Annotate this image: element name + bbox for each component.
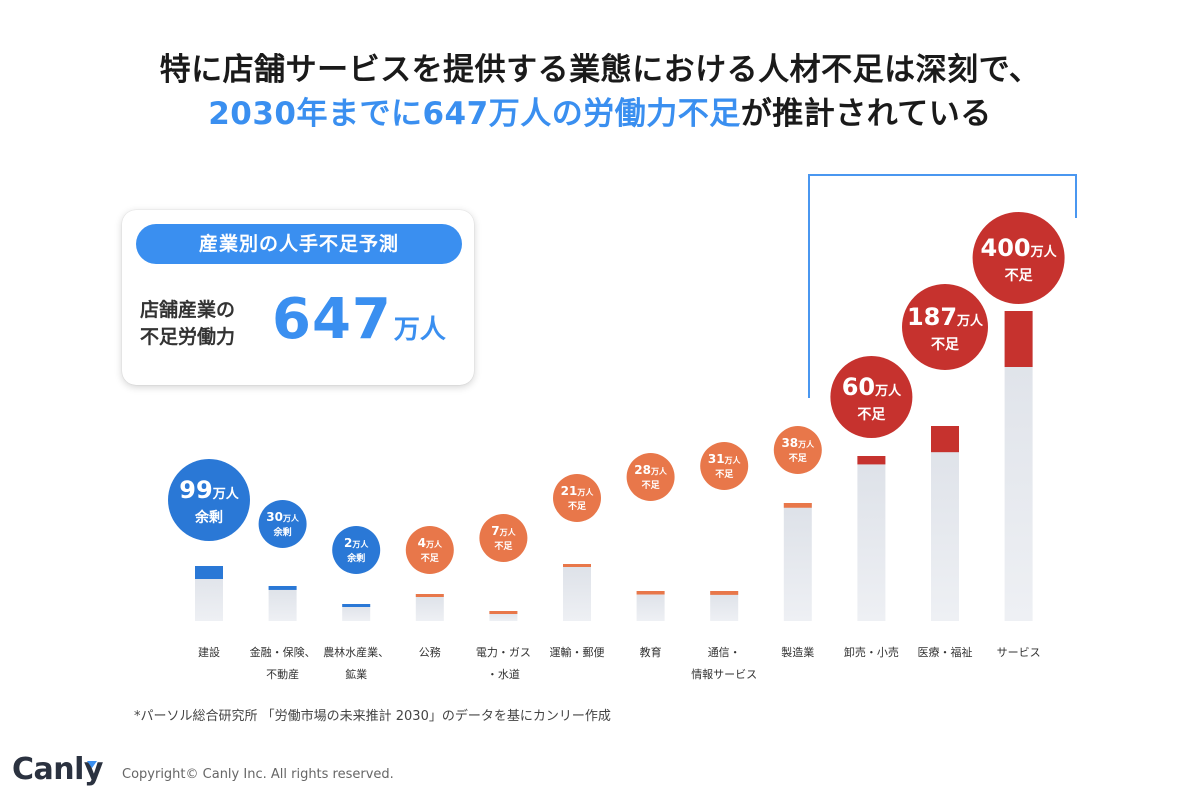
bubble-value-label: 30万人 [266, 510, 300, 524]
x-tick-label: 製造業 [781, 645, 814, 659]
value-bubble [626, 453, 675, 501]
bubble-value-label: 99万人 [179, 476, 239, 504]
x-tick-label: 不動産 [266, 667, 299, 681]
bracket-gap [1070, 218, 1082, 408]
value-bubble [972, 212, 1065, 304]
bar-base [783, 503, 812, 621]
bar-base [931, 426, 959, 621]
value-bubble [405, 526, 454, 574]
bubble-value-label: 4万人 [418, 536, 443, 550]
bubble-status-label: 不足 [931, 337, 960, 353]
title-highlight: 2030年までに647万人の労働力不足 [208, 96, 741, 132]
bubble-status-label: 不足 [789, 453, 808, 464]
bubble-status-label: 不足 [1005, 268, 1034, 284]
bubble-value-label: 7万人 [491, 524, 516, 538]
page-title: 特に店舗サービスを提供する業態における人材不足は深刻で、 2030年までに647… [0, 48, 1200, 136]
summary-value-unit: 万人 [393, 315, 446, 345]
bubble-value-label: 28万人 [634, 463, 668, 477]
bar-segment [342, 604, 371, 607]
bars-group [195, 311, 1033, 621]
x-tick-label: 運輸・郵便 [550, 645, 605, 659]
value-bubble [553, 474, 601, 522]
x-tick-label: 農林水産業、 [323, 645, 389, 659]
bubble-status-label: 余剰 [346, 552, 365, 564]
summary-card-pill: 産業別の人手不足予測 [136, 224, 462, 264]
source-note: *パーソル総合研究所 「労働市場の未来推計 2030」のデータを基にカンリー作成 [134, 709, 611, 724]
summary-value-number: 647 [272, 287, 392, 352]
x-tick-label: 教育 [640, 645, 662, 659]
bubble-status-label: 不足 [494, 541, 513, 552]
bubble-status-label: 不足 [421, 553, 440, 564]
x-tick-label: 建設 [198, 645, 220, 659]
x-tick-label: 鉱業 [345, 667, 367, 681]
logo-last-letter: y [83, 752, 104, 787]
value-bubble [258, 500, 307, 548]
bar-segment [268, 586, 297, 590]
value-bubble [479, 514, 528, 562]
value-bubble [700, 442, 749, 490]
bubble-value-label: 187万人 [907, 303, 984, 331]
logo-text: Canl [12, 752, 84, 787]
bubble-status-label: 余剰 [194, 509, 223, 526]
bar-segment [783, 503, 812, 508]
bubble-value-label: 38万人 [781, 436, 815, 450]
bar-segment [563, 564, 591, 567]
bubble-value-label: 31万人 [708, 452, 742, 466]
bar-segment [1004, 311, 1033, 367]
bubble-status-label: 不足 [715, 469, 734, 480]
x-tick-label: 公務 [419, 645, 441, 659]
title-line-1: 特に店舗サービスを提供する業態における人材不足は深刻で、 [159, 52, 1041, 88]
x-tick-label: 卸売・小売 [844, 645, 899, 659]
bar-base [636, 591, 665, 621]
bar-base [415, 594, 444, 621]
value-bubble [830, 356, 913, 438]
bubble-value-label: 400万人 [981, 234, 1058, 262]
copyright: Copyright© Canly Inc. All rights reserve… [122, 767, 394, 782]
bubble-status-label: 不足 [568, 501, 587, 512]
bar-segment [489, 611, 518, 614]
x-tick-label: 医療・福祉 [918, 645, 973, 659]
x-tick-label: 通信・ [708, 646, 741, 659]
value-bubble [773, 426, 822, 474]
bubble-value-label: 60万人 [842, 373, 902, 401]
bubble-status-label: 余剰 [273, 526, 292, 538]
title-line-2: 2030年までに647万人の労働力不足が推計されている [0, 92, 1200, 136]
bar-base [489, 611, 518, 621]
bubble-status-label: 不足 [857, 407, 886, 423]
canly-logo: Canly [12, 752, 103, 787]
bubble-status-label: 不足 [642, 480, 661, 491]
x-tick-label: 金融・保険、 [250, 645, 316, 659]
x-tick-label: 電力・ガス [476, 646, 531, 659]
summary-card-value: 647万人 [272, 288, 446, 352]
value-bubble [332, 526, 381, 574]
summary-label-line-2: 不足労働力 [140, 326, 236, 348]
summary-card: 産業別の人手不足予測 店舗産業の 不足労働力 647万人 [122, 210, 474, 385]
x-tick-label: ・水道 [487, 667, 520, 681]
bar-base [563, 564, 591, 621]
title-rest: が推計されている [740, 96, 992, 132]
bar-segment [636, 591, 665, 595]
bar-segment [710, 591, 739, 595]
bar-segment [857, 456, 886, 465]
x-axis-labels: 建設 金融・保険、不動産 農林水産業、鉱業 公務 電力・ガス・水道 運輸・郵便 教育 通信・情… [198, 645, 1041, 681]
value-bubble [902, 284, 988, 370]
x-tick-label: 情報サービス [691, 668, 757, 681]
summary-label-line-1: 店舗産業の [140, 299, 236, 321]
value-bubble [168, 459, 250, 541]
bar-base [342, 604, 371, 621]
bar-base [857, 456, 886, 621]
bubble-value-label: 2万人 [344, 536, 369, 550]
bar-segment [195, 566, 223, 579]
summary-card-label: 店舗産業の 不足労働力 [140, 297, 235, 351]
bar-segment [931, 426, 959, 453]
bar-segment [415, 594, 444, 597]
bar-base [268, 586, 297, 621]
x-tick-label: サービス [997, 646, 1041, 659]
bar-base [710, 591, 739, 621]
bubble-value-label: 21万人 [561, 484, 595, 498]
